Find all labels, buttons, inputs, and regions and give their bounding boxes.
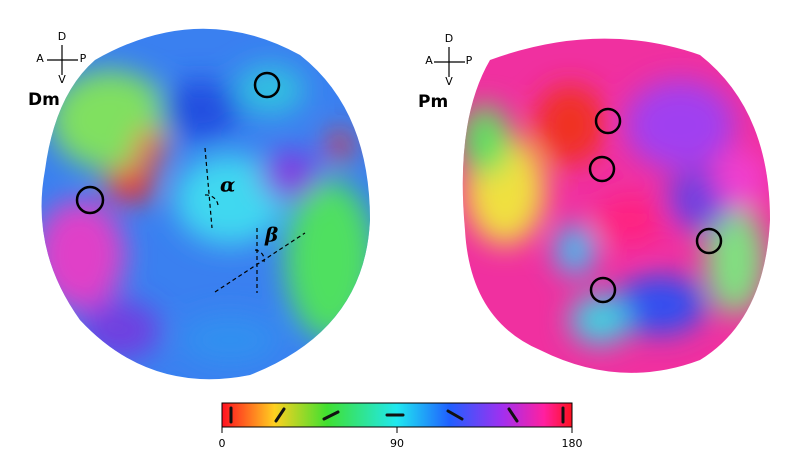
compass-v: V: [58, 73, 66, 86]
map-pm: [462, 38, 770, 373]
tick-label: 180: [562, 437, 583, 450]
compass-pm: D A P V Pm: [418, 32, 473, 112]
compass-v: V: [445, 75, 453, 88]
compass-d: D: [58, 30, 66, 43]
angle-label: β: [264, 223, 278, 247]
panel-label: Pm: [418, 92, 448, 112]
compass-a: A: [425, 54, 433, 67]
compass-d: D: [445, 32, 453, 45]
tick-label: 90: [390, 437, 404, 450]
compass-a: A: [36, 52, 44, 65]
compass-p: P: [80, 52, 87, 65]
angle-label: α: [220, 173, 235, 197]
markers: [75, 71, 723, 304]
tick-label: 0: [219, 437, 226, 450]
colorbar: 0 90 180: [219, 402, 583, 450]
compass-dm: D A P V Dm α β: [28, 30, 278, 247]
compass-p: P: [466, 54, 473, 67]
panel-label: Dm: [28, 90, 60, 110]
